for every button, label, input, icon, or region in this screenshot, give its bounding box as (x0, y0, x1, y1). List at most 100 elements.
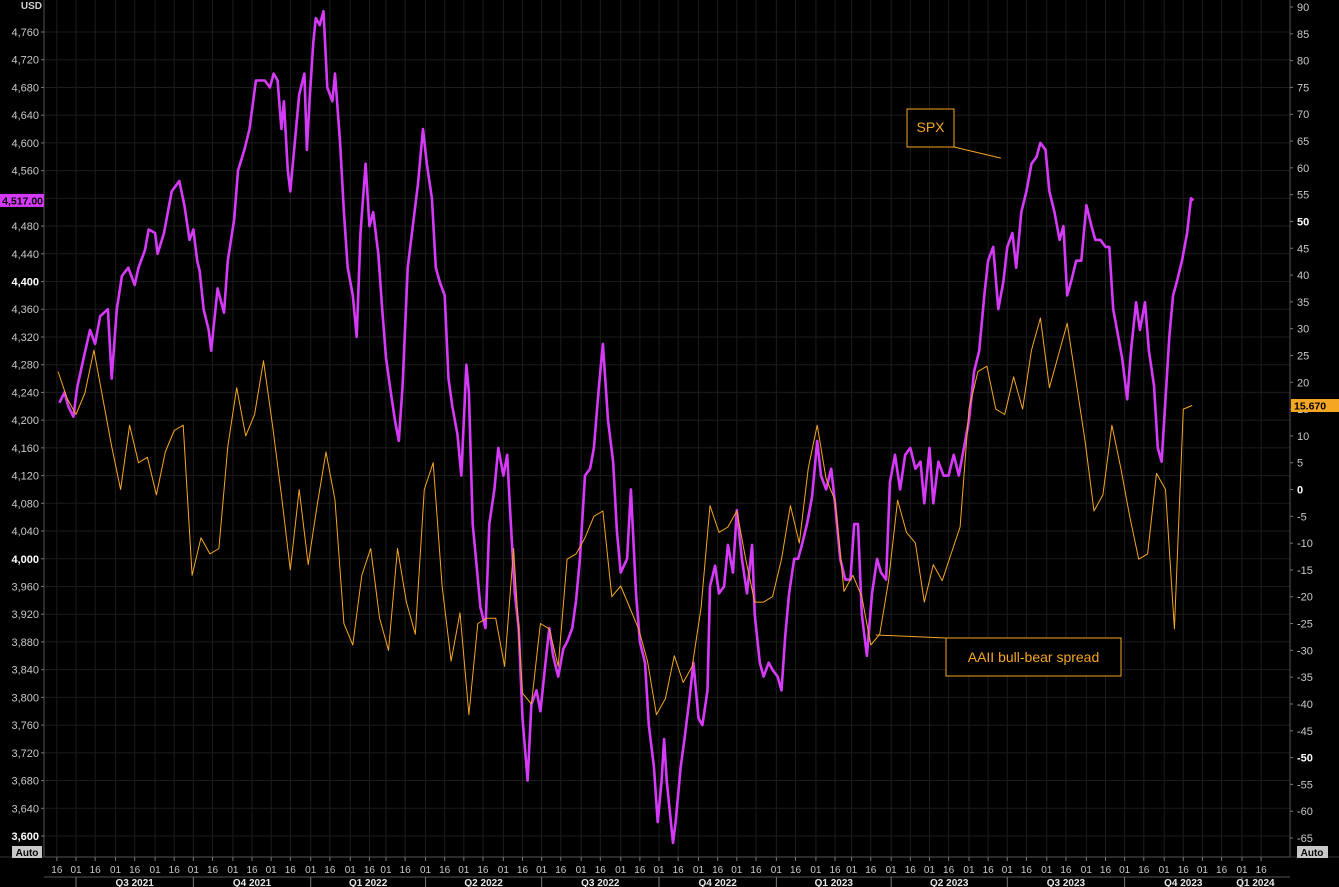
left-axis-tick-label: 4,640 (11, 110, 39, 122)
left-auto-label: Auto (16, 848, 39, 859)
series-layer (57, 9, 1195, 845)
right-axis-tick-label: -45 (1297, 726, 1313, 738)
right-axis-tick-label: 25 (1297, 350, 1309, 362)
left-axis-tick-label: 4,200 (11, 415, 39, 427)
x-axis-quarter-label: Q3 2023 (1047, 878, 1086, 887)
left-axis-tick-label: 4,720 (11, 55, 39, 67)
x-axis-day-label: 01 (886, 865, 898, 876)
x-axis-day-label: 16 (555, 865, 567, 876)
right-auto-label: Auto (1301, 848, 1324, 859)
left-axis-tick-label: 4,400 (11, 277, 39, 289)
left-axis-tick-label: 4,080 (11, 498, 39, 510)
right-axis-tick-label: -10 (1297, 538, 1313, 550)
x-axis-day-label: 16 (595, 865, 607, 876)
right-axis-tick-label: 35 (1297, 297, 1309, 309)
x-axis-day-label: 16 (169, 865, 181, 876)
left-axis-tick-label: 3,920 (11, 609, 39, 621)
aaii-last-value-tag (1291, 399, 1339, 413)
x-axis-quarter-label: Q2 2022 (464, 878, 503, 887)
x-axis-day-label: 01 (536, 865, 548, 876)
aaii-last-value-label: 15.670 (1294, 401, 1326, 413)
x-axis-quarter-label: Q3 2022 (581, 878, 620, 887)
x-axis-quarter-label: Q4 2023 (1164, 878, 1203, 887)
right-axis-tick-label: 40 (1297, 270, 1309, 282)
right-axis-tick-label: 30 (1297, 324, 1309, 336)
x-axis-day-label: 01 (1236, 865, 1248, 876)
left-axis-tick-label: 4,000 (11, 554, 39, 566)
x-axis-day-label: 01 (458, 865, 470, 876)
x-axis-day-label: 01 (498, 865, 510, 876)
x-axis-day-label: 01 (731, 865, 743, 876)
x-axis-day-label: 01 (110, 865, 122, 876)
x-axis-day-label: 16 (905, 865, 917, 876)
x-axis-day-label: 01 (1159, 865, 1171, 876)
grid (44, 0, 1290, 857)
x-axis-day-label: 16 (246, 865, 258, 876)
right-axis-tick-label: -35 (1297, 672, 1313, 684)
left-auto-button-bg (12, 846, 42, 858)
spx-last-value-tag (0, 193, 44, 207)
x-axis-day-label: 16 (51, 865, 63, 876)
x-axis-day-label: 16 (983, 865, 995, 876)
x-axis-day-label: 01 (1119, 865, 1131, 876)
right-axis-tick-label: 60 (1297, 163, 1309, 175)
x-axis-day-label: 16 (90, 865, 102, 876)
left-axis-tick-label: 4,360 (11, 304, 39, 316)
x-axis-day-label: 16 (943, 865, 955, 876)
x-axis-day-label: 01 (227, 865, 239, 876)
x-axis-day-label: 01 (70, 865, 82, 876)
x-axis-day-label: 01 (1197, 865, 1209, 876)
x-axis-day-label: 01 (305, 865, 317, 876)
left-axis-tick-label: 3,680 (11, 776, 39, 788)
right-axis-tick-label: -15 (1297, 565, 1313, 577)
spx-annotation-label: SPX (916, 119, 945, 135)
left-axis-tick-label: 4,160 (11, 443, 39, 455)
left-axis-tick-label: 4,600 (11, 138, 39, 150)
right-axis-tick-label: -65 (1297, 833, 1313, 845)
x-axis-day-label: 16 (285, 865, 297, 876)
left-axis-tick-label: 3,840 (11, 665, 39, 677)
x-axis-quarter-label: Q4 2022 (698, 878, 737, 887)
annotations: SPX AAII bull-bear spread (875, 108, 1122, 677)
right-axis-tick-label: -20 (1297, 592, 1313, 604)
spx-annotation-box (906, 108, 955, 148)
spx-last-value-label: 4,517.00 (2, 195, 43, 207)
x-axis-quarter-label: Q3 2021 (115, 878, 154, 887)
x-axis-day-label: 16 (439, 865, 451, 876)
x-axis-day-label: 16 (1256, 865, 1268, 876)
aaii-annotation-box (945, 637, 1122, 677)
left-axis-tick-label: 3,600 (11, 831, 39, 843)
right-axis-tick-label: -40 (1297, 699, 1313, 711)
left-axis-tick-label: 4,680 (11, 82, 39, 94)
x-axis-day-label: 16 (1178, 865, 1190, 876)
x-axis-day-label: 01 (771, 865, 783, 876)
x-axis-day-label: 01 (924, 865, 936, 876)
series-line-aaii (57, 317, 1193, 716)
right-axis-tick-label: 50 (1297, 216, 1309, 228)
x-axis-day-label: 01 (420, 865, 432, 876)
right-axis-tick-label: 70 (1297, 109, 1309, 121)
left-axis-tick-label: 4,120 (11, 471, 39, 483)
x-axis-day-label: 01 (810, 865, 822, 876)
left-axis-tick-label: 3,880 (11, 637, 39, 649)
x-axis-day-label: 01 (615, 865, 627, 876)
left-axis-tick-label: 4,760 (11, 27, 39, 39)
x-axis-quarter-label: Q1 2024 (1236, 878, 1275, 887)
left-axis-tick-label: 3,800 (11, 692, 39, 704)
aaii-annotation-label: AAII bull-bear spread (968, 649, 1100, 665)
left-axis-tick-label: 4,440 (11, 249, 39, 261)
right-axis-tick-label: -25 (1297, 619, 1313, 631)
x-axis-day-label: 01 (266, 865, 278, 876)
left-axis-tick-label: 3,960 (11, 581, 39, 593)
x-axis-day-label: 01 (653, 865, 665, 876)
left-axis-tick-label: 4,560 (11, 166, 39, 178)
x-axis-day-label: 16 (1216, 865, 1228, 876)
right-auto-button-bg (1297, 846, 1328, 858)
x-axis-day-label: 01 (380, 865, 392, 876)
x-axis-day-label: 16 (477, 865, 489, 876)
x-axis-day-label: 01 (576, 865, 588, 876)
right-axis-tick-label: 75 (1297, 82, 1309, 94)
left-axis-tick-label: 3,760 (11, 720, 39, 732)
left-axis-tick-label: 3,640 (11, 803, 39, 815)
